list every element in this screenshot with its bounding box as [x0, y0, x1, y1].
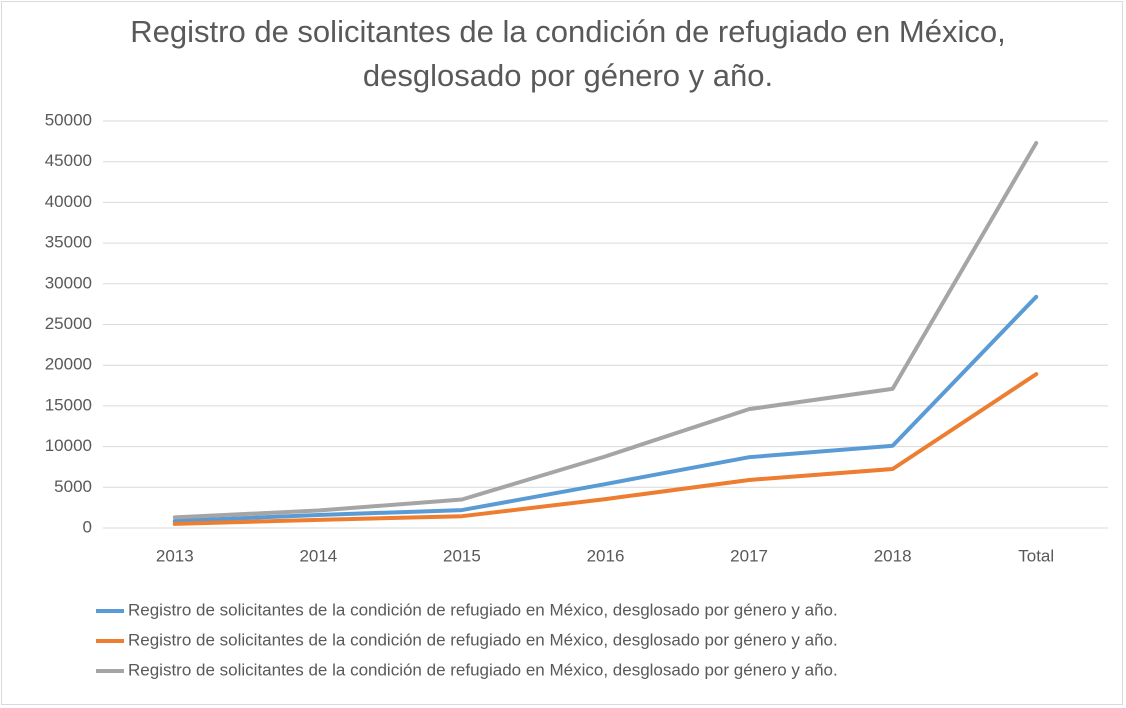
y-tick-label: 10000 [45, 436, 92, 455]
legend-label: Registro de solicitantes de la condición… [128, 630, 838, 649]
y-tick-label: 35000 [45, 233, 92, 252]
y-tick-label: 15000 [45, 395, 92, 414]
x-tick-label: Total [1018, 546, 1054, 565]
x-tick-label: 2013 [156, 546, 194, 565]
y-tick-label: 25000 [45, 314, 92, 333]
x-tick-label: 2014 [299, 546, 337, 565]
y-tick-label: 40000 [45, 192, 92, 211]
y-tick-label: 20000 [45, 355, 92, 374]
series-line [172, 140, 1039, 520]
series-line [172, 294, 1039, 523]
x-tick-label: 2016 [587, 546, 625, 565]
y-tick-label: 50000 [45, 110, 92, 129]
x-tick-label: 2015 [443, 546, 481, 565]
legend-label: Registro de solicitantes de la condición… [128, 600, 838, 619]
y-tick-label: 30000 [45, 273, 92, 292]
legend-label: Registro de solicitantes de la condición… [128, 660, 838, 679]
series-line [172, 372, 1039, 526]
x-tick-label: 2018 [874, 546, 912, 565]
y-tick-label: 45000 [45, 151, 92, 170]
chart-title: Registro de solicitantes de la condición… [130, 14, 1006, 93]
y-tick-label: 5000 [54, 477, 92, 496]
y-tick-label: 0 [83, 517, 92, 536]
x-tick-label: 2017 [730, 546, 768, 565]
